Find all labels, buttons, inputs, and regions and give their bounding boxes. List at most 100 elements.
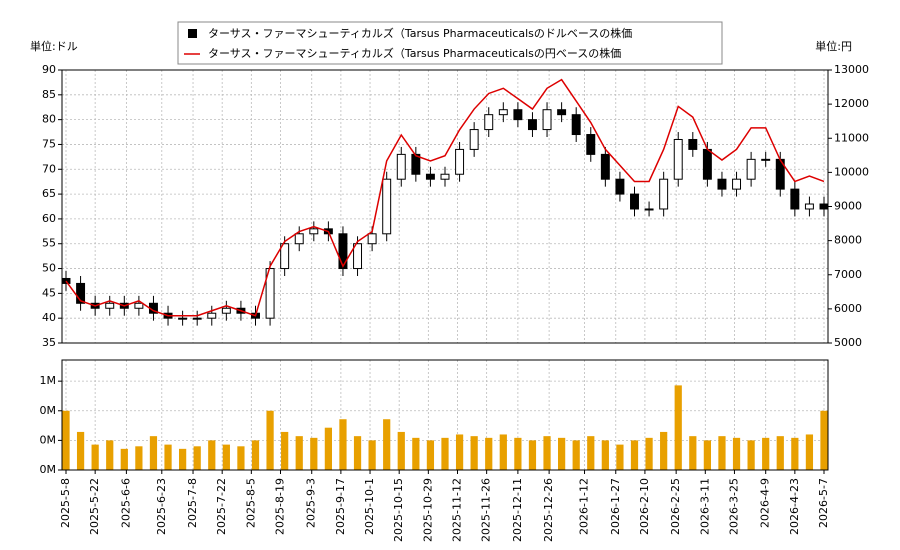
candle-body [309, 228, 319, 235]
volume-bar [689, 436, 697, 470]
volume-bar [120, 448, 128, 470]
volume-bar [397, 431, 405, 470]
volume-bar [179, 448, 187, 470]
candle-body [688, 138, 698, 150]
y2-tick-label: 5000 [834, 336, 862, 349]
x-tick-label: 2026-3-25 [727, 478, 740, 535]
candle-body [790, 188, 800, 210]
volume-bar [528, 440, 537, 470]
volume-bar [732, 437, 741, 470]
volume-bar [237, 446, 245, 470]
volume-bar [412, 437, 420, 470]
candle-body [557, 109, 567, 116]
candle-body [600, 153, 610, 180]
y2-tick-label: 6000 [834, 302, 862, 315]
volume-bar [208, 440, 216, 470]
x-tick-label: 2025-7-8 [186, 478, 199, 528]
volume-bar [499, 434, 507, 470]
x-tick-label: 2026-3-11 [698, 478, 711, 535]
y-tick-label: 40 [42, 311, 56, 324]
y2-tick-label: 12000 [834, 97, 869, 110]
x-tick-label: 2026-1-27 [609, 478, 622, 535]
y-tick-label: 70 [42, 162, 56, 175]
candle-body [440, 173, 450, 180]
candle-body [498, 109, 508, 116]
volume-bar [645, 437, 653, 470]
y2-axis-label: 単位:円 [815, 39, 852, 53]
candle-body [367, 233, 377, 245]
volume-bar [310, 437, 318, 470]
legend-label: ターサス・ファーマシューティカルズ（Tarsus Pharmaceuticals… [208, 46, 621, 60]
volume-bar [455, 434, 464, 470]
volume-bar [441, 437, 449, 470]
candle-body [746, 158, 756, 180]
volume-bar [630, 440, 639, 470]
candle-body [586, 134, 596, 155]
volume-bar [193, 446, 201, 470]
volume-bar [514, 437, 522, 470]
x-tick-label: 2025-5-22 [88, 478, 101, 535]
legend-label: ターサス・ファーマシューティカルズ（Tarsus Pharmaceuticals… [208, 26, 632, 40]
candle-body [192, 317, 202, 320]
candle-body [178, 317, 188, 320]
volume-bar [660, 431, 668, 470]
x-tick-label: 2025-10-1 [363, 478, 376, 535]
volume-bar [718, 436, 726, 470]
volume-bar [791, 437, 799, 470]
x-tick-label: 2025-11-26 [480, 478, 493, 542]
volume-bar [747, 440, 755, 470]
volume-bar [91, 444, 99, 470]
volume-bar [368, 440, 376, 470]
volume-bar [703, 440, 711, 470]
volume-bar [164, 444, 172, 470]
x-tick-label: 2026-4-9 [759, 478, 772, 528]
candle-body [425, 173, 435, 180]
y-axis-label: 単位:ドル [30, 39, 78, 53]
candle-body [513, 109, 523, 121]
x-tick-label: 2025-8-19 [273, 478, 286, 535]
x-tick-label: 2025-6-6 [119, 478, 132, 528]
volume-bar [324, 427, 332, 470]
volume-bar [762, 437, 770, 470]
volume-bar [62, 410, 70, 470]
volume-bar [76, 431, 85, 470]
candle-body [644, 208, 654, 211]
x-tick-label: 2025-8-5 [244, 478, 257, 528]
volume-bar [820, 410, 828, 470]
volume-bar [485, 437, 493, 470]
plot-frame [61, 359, 829, 471]
volume-bar [674, 385, 682, 470]
candle-body [571, 114, 581, 136]
candle-body [673, 138, 683, 180]
candle-body [61, 277, 71, 284]
y2-tick-label: 7000 [834, 268, 862, 281]
volume-bar [426, 440, 435, 470]
volume-bar [601, 440, 609, 470]
x-tick-label: 2025-6-23 [155, 478, 168, 535]
candle-body [134, 302, 144, 309]
y-tick-label: 85 [42, 88, 56, 101]
x-tick-label: 2025-9-17 [334, 478, 347, 535]
candle-body [221, 307, 231, 314]
y2-tick-label: 11000 [834, 131, 869, 144]
candle-body [702, 148, 712, 180]
volume-bar [339, 419, 347, 470]
legend-swatch [188, 29, 197, 38]
volume-bar [149, 436, 158, 470]
x-tick-label: 2025-5-8 [59, 478, 72, 528]
x-tick-label: 2026-1-12 [578, 478, 591, 535]
candle-body [396, 153, 406, 180]
candle-body [353, 243, 363, 270]
volume-bar [281, 431, 289, 470]
candle-body [207, 312, 217, 319]
candle-body [469, 129, 479, 150]
volume-bar [222, 444, 230, 470]
volume-bar [470, 436, 478, 470]
volume-bar [805, 434, 814, 470]
candle-body [819, 203, 829, 210]
y-tick-label: 60 [42, 212, 56, 225]
y2-tick-label: 8000 [834, 234, 862, 247]
volume-bar [295, 436, 303, 470]
